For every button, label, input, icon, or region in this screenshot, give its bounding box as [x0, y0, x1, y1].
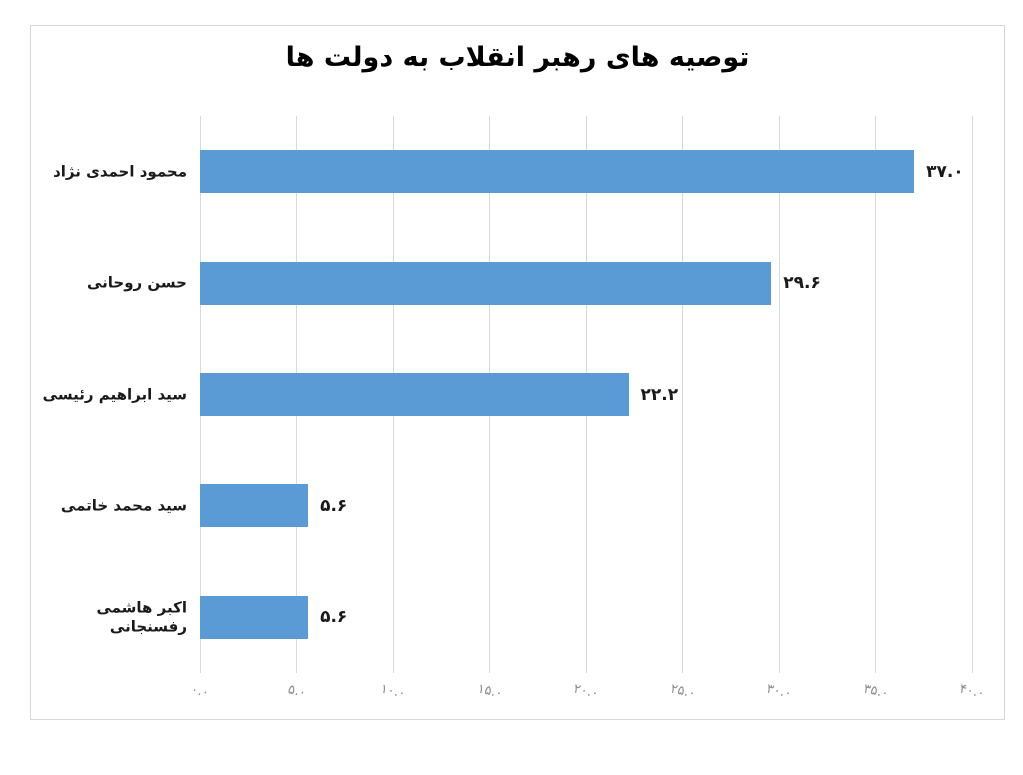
bar — [200, 150, 915, 194]
bar-value-label: ۳۷.۰ — [926, 161, 964, 182]
x-axis-tick-label: ۵.۰ — [286, 682, 307, 701]
bar-value-label: ۵.۶ — [320, 607, 348, 628]
bar-value-label: ۲۲.۲ — [640, 384, 679, 405]
gridline — [682, 116, 683, 673]
x-axis-tick-label: ۳۵.۰ — [861, 681, 890, 702]
x-axis-tick-label: ۱۰.۰ — [379, 681, 407, 702]
x-axis-tick-label: ۴۰.۰ — [958, 681, 986, 702]
x-axis-tick-label: ۱۵.۰ — [475, 681, 504, 702]
x-axis-tick-label: ۰.۰ — [189, 682, 211, 701]
plot-area — [199, 116, 973, 673]
category-label: محمود احمدی نژاد — [53, 162, 187, 181]
chart-title: توصیه های رهبر انقلاب به دولت ها — [285, 42, 750, 73]
bar-value-label: ۵.۶ — [320, 495, 348, 516]
category-label: حسن روحانی — [86, 273, 187, 292]
category-label: سید محمد خاتمی — [60, 496, 187, 515]
bar — [200, 484, 309, 528]
gridline — [778, 116, 780, 673]
bar — [200, 373, 629, 416]
bar-value-label: ۲۹.۶ — [783, 273, 821, 294]
bar — [200, 595, 309, 639]
gridline — [875, 116, 876, 673]
chart-frame: توصیه های رهبر انقلاب به دولت ها ۰.۰ ۵.۰ ۱… — [30, 25, 1005, 720]
bar — [200, 261, 772, 305]
x-axis-tick-label: ۳۰.۰ — [765, 681, 793, 702]
gridline — [971, 116, 973, 673]
category-label: اکبر هاشمی رفسنجانی — [96, 598, 187, 636]
x-axis-tick-label: ۲۰.۰ — [572, 681, 600, 702]
x-axis-tick-label: ۲۵.۰ — [668, 681, 697, 702]
category-label: سید ابراهیم رئیسی — [42, 385, 187, 404]
